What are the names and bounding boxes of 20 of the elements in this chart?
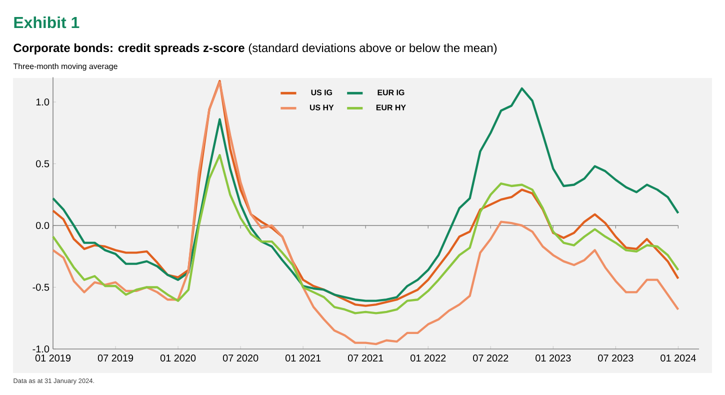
line-series bbox=[52, 154, 680, 314]
x-tick-label: 07 2019 bbox=[98, 354, 134, 362]
y-tick-label: 1.0 bbox=[36, 98, 50, 106]
text: Exhibit 1 bbox=[14, 16, 80, 28]
x-tick-label: 07 2023 bbox=[598, 354, 634, 362]
x-tick-label: 01 2023 bbox=[536, 354, 571, 362]
line-series bbox=[52, 81, 680, 346]
x-tick-label: 01 2024 bbox=[660, 354, 696, 362]
y-tick-label: 0.5 bbox=[36, 160, 50, 168]
x-tick-label: 01 2022 bbox=[410, 354, 446, 362]
x-tick-label: 01 2019 bbox=[35, 354, 71, 362]
x-tick-label: 07 2022 bbox=[473, 354, 508, 362]
x-tick-label: 01 2020 bbox=[160, 354, 196, 362]
y-tick-label: -0.5 bbox=[32, 284, 50, 291]
y-tick-label: -1.0 bbox=[32, 345, 50, 353]
x-tick-label: 01 2021 bbox=[285, 354, 321, 362]
x-tick-label: 07 2020 bbox=[222, 354, 258, 362]
y-tick-label: 0.0 bbox=[36, 222, 50, 230]
x-tick-label: 07 2021 bbox=[348, 354, 384, 362]
chart-title: Corporate bonds: credit spreads z-score (standard deviations above or below the mean) bbox=[14, 43, 497, 54]
